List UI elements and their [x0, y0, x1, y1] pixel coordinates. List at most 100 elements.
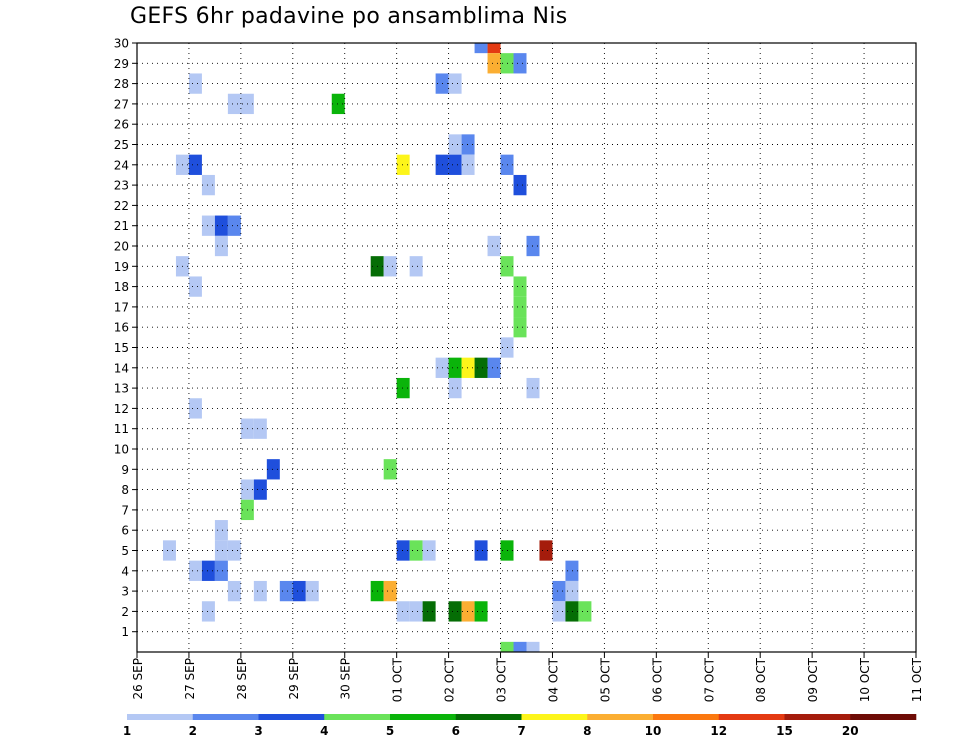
y-tick-label: 14: [114, 361, 129, 375]
heatmap-cells: [162, 43, 592, 652]
heatmap-cell: [565, 601, 579, 622]
heatmap-cell: [513, 53, 527, 74]
heatmap-cell: [513, 276, 527, 297]
heatmap-cell: [383, 459, 397, 480]
heatmap-cell: [552, 601, 566, 622]
colorbar-label: 5: [386, 724, 394, 738]
y-tick-label: 26: [114, 118, 129, 132]
y-tick-label: 7: [121, 503, 129, 517]
y-axis: 1234567891011121314151617181920212223242…: [114, 37, 137, 639]
heatmap-cell: [214, 520, 228, 541]
heatmap-cell: [487, 43, 501, 54]
y-tick-label: 29: [114, 57, 129, 71]
y-tick-label: 23: [114, 179, 129, 193]
heatmap-cell: [539, 540, 553, 561]
x-tick-label: 11 OCT: [910, 657, 924, 702]
colorbar-swatch: [653, 714, 720, 720]
heatmap-cell: [396, 540, 410, 561]
colorbar-swatch: [521, 714, 588, 720]
y-tick-label: 11: [114, 422, 129, 436]
heatmap-cell: [214, 215, 228, 236]
heatmap-cell: [227, 215, 241, 236]
heatmap-cell: [227, 93, 241, 115]
y-tick-label: 18: [114, 280, 129, 294]
heatmap-cell: [383, 580, 397, 602]
colorbar-swatch: [127, 714, 194, 720]
heatmap-cell: [331, 93, 345, 115]
heatmap-cell: [448, 154, 462, 175]
heatmap-cell: [461, 601, 475, 622]
colorbar-label: 8: [583, 724, 591, 738]
heatmap-cell: [578, 601, 592, 622]
colorbar-swatch: [455, 714, 522, 720]
y-tick-label: 13: [114, 382, 129, 396]
y-tick-label: 19: [114, 260, 129, 274]
heatmap-cell: [253, 418, 267, 439]
y-tick-label: 24: [114, 158, 129, 172]
heatmap-cell: [188, 73, 202, 94]
colorbar-label: 10: [645, 724, 662, 738]
chart-title: GEFS 6hr padavine po ansamblima Nis: [130, 4, 568, 29]
heatmap-cell: [500, 641, 514, 652]
y-tick-label: 1: [121, 625, 129, 639]
x-tick-label: 07 OCT: [702, 657, 716, 702]
y-tick-label: 28: [114, 77, 129, 91]
heatmap-cell: [214, 540, 228, 561]
heatmap-cell: [513, 296, 527, 318]
y-tick-label: 15: [114, 341, 129, 355]
y-tick-label: 20: [114, 240, 129, 254]
heatmap-cell: [188, 276, 202, 297]
heatmap-cell: [188, 398, 202, 419]
heatmap-cell: [448, 601, 462, 622]
x-tick-label: 05 OCT: [598, 657, 612, 702]
y-tick-label: 9: [121, 463, 129, 477]
heatmap-cell: [409, 256, 423, 277]
colorbar-swatch: [718, 714, 785, 720]
colorbar-swatch: [587, 714, 654, 720]
heatmap-cell: [253, 479, 267, 500]
colorbar-label: 12: [710, 724, 727, 738]
heatmap-cell: [474, 601, 488, 622]
heatmap-cell: [474, 43, 488, 54]
y-tick-label: 25: [114, 138, 129, 152]
heatmap-cell: [383, 256, 397, 277]
heatmap-cell: [396, 154, 410, 175]
heatmap-cell: [474, 357, 488, 378]
y-tick-label: 30: [114, 37, 129, 51]
x-tick-label: 29 SEP: [287, 658, 301, 700]
x-tick-label: 26 SEP: [131, 658, 145, 700]
heatmap-cell: [487, 357, 501, 378]
heatmap-cell: [188, 154, 202, 175]
y-tick-label: 21: [114, 219, 129, 233]
y-tick-label: 3: [121, 585, 129, 599]
colorbar-label: 2: [189, 724, 197, 738]
heatmap-cell: [461, 357, 475, 378]
x-tick-label: 01 OCT: [391, 657, 405, 702]
y-tick-label: 6: [121, 524, 129, 538]
heatmap-cell: [448, 357, 462, 378]
heatmap-cell: [214, 560, 228, 581]
heatmap-cell: [396, 377, 410, 399]
colorbar-swatch: [192, 714, 259, 720]
colorbar-swatch: [324, 714, 391, 720]
heatmap-cell: [422, 540, 436, 561]
x-tick-label: 03 OCT: [495, 657, 509, 702]
heatmap-cell: [227, 580, 241, 602]
heatmap-cell: [266, 459, 280, 480]
heatmap-cell: [513, 641, 527, 652]
y-tick-label: 10: [114, 443, 129, 457]
x-tick-label: 02 OCT: [443, 657, 457, 702]
heatmap-cell: [409, 540, 423, 561]
colorbar-label: 4: [320, 724, 328, 738]
colorbar-label: 6: [452, 724, 460, 738]
y-tick-label: 12: [114, 402, 129, 416]
heatmap-cell: [461, 154, 475, 175]
heatmap-cell: [565, 560, 579, 581]
heatmap-cell: [474, 540, 488, 561]
colorbar-swatch: [784, 714, 851, 720]
x-tick-label: 27 SEP: [183, 658, 197, 700]
x-tick-label: 08 OCT: [754, 657, 768, 702]
colorbar-swatch: [850, 714, 917, 720]
heatmap-cell: [448, 73, 462, 94]
